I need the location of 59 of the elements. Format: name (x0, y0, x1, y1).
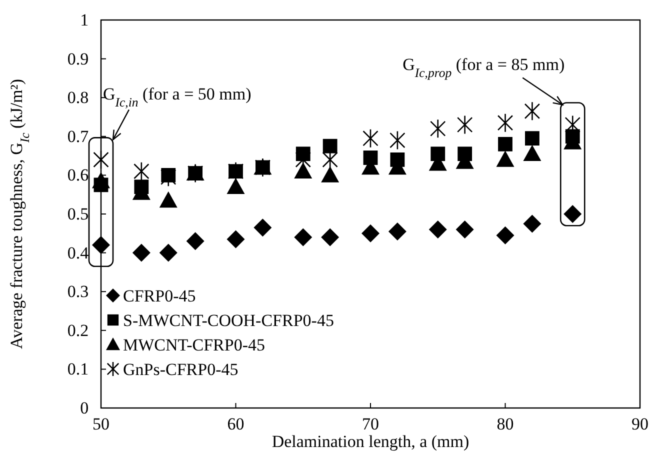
point (390, 130, 406, 150)
y-tick-label: 0.3 (67, 282, 89, 302)
y-tick-label: 0.6 (67, 166, 89, 185)
point (132, 244, 150, 262)
point (294, 162, 312, 179)
point (564, 115, 580, 134)
point (321, 228, 340, 246)
y-tick-label: 0.1 (67, 360, 89, 379)
y-tick-label: 0.7 (67, 126, 90, 146)
point (456, 220, 474, 239)
y-tick-label: 0.4 (67, 243, 90, 262)
point (294, 228, 312, 246)
annotation: G$_{Ic,prop}$ (for a = 85 mm) (402, 54, 565, 80)
point (226, 230, 245, 248)
point (159, 191, 178, 208)
point (523, 144, 542, 162)
x-tick-label: 60 (227, 414, 244, 434)
point (254, 218, 272, 237)
x-axis-title: Delamination length, a (mm) (272, 432, 470, 451)
point (322, 138, 338, 154)
point (388, 222, 406, 240)
point (159, 244, 178, 262)
point (525, 131, 540, 146)
y-tick-label: 1 (80, 10, 89, 30)
x-tick-label: 70 (362, 414, 379, 434)
legend-label: MWCNT-CFRP0-45 (123, 335, 266, 354)
point (92, 172, 110, 188)
y-tick-label: 0.9 (67, 49, 89, 68)
point (428, 220, 447, 239)
point (321, 166, 340, 182)
point (456, 115, 473, 134)
point (134, 162, 150, 181)
point (497, 113, 514, 132)
y-tick-label: 0.5 (67, 204, 89, 224)
point (322, 150, 338, 170)
legend-label: S-MWCNT-COOH-CFRP0-45 (123, 310, 334, 330)
point (226, 178, 245, 194)
point (498, 136, 512, 152)
point (524, 102, 540, 121)
annotation: G$_{Ic,in}$ (for a = 50 mm) (103, 84, 252, 110)
legend-label: GnPs-CFRP0-45 (123, 360, 238, 379)
point (92, 236, 110, 254)
point (564, 205, 582, 223)
point (93, 150, 109, 170)
y-tick-label: 0.2 (67, 320, 89, 340)
point (430, 118, 446, 138)
legend-label: CFRP0-45 (123, 286, 196, 306)
point (186, 232, 204, 250)
x-tick-label: 80 (496, 414, 514, 434)
point (523, 214, 542, 233)
point (295, 150, 311, 170)
point (362, 224, 380, 242)
point (496, 226, 514, 244)
x-tick-label: 90 (632, 414, 648, 434)
point (496, 150, 514, 167)
y-tick-label: 0.8 (67, 88, 89, 108)
y-tick-label: 0 (80, 398, 89, 418)
point (362, 128, 378, 148)
x-tick-label: 50 (92, 414, 110, 434)
